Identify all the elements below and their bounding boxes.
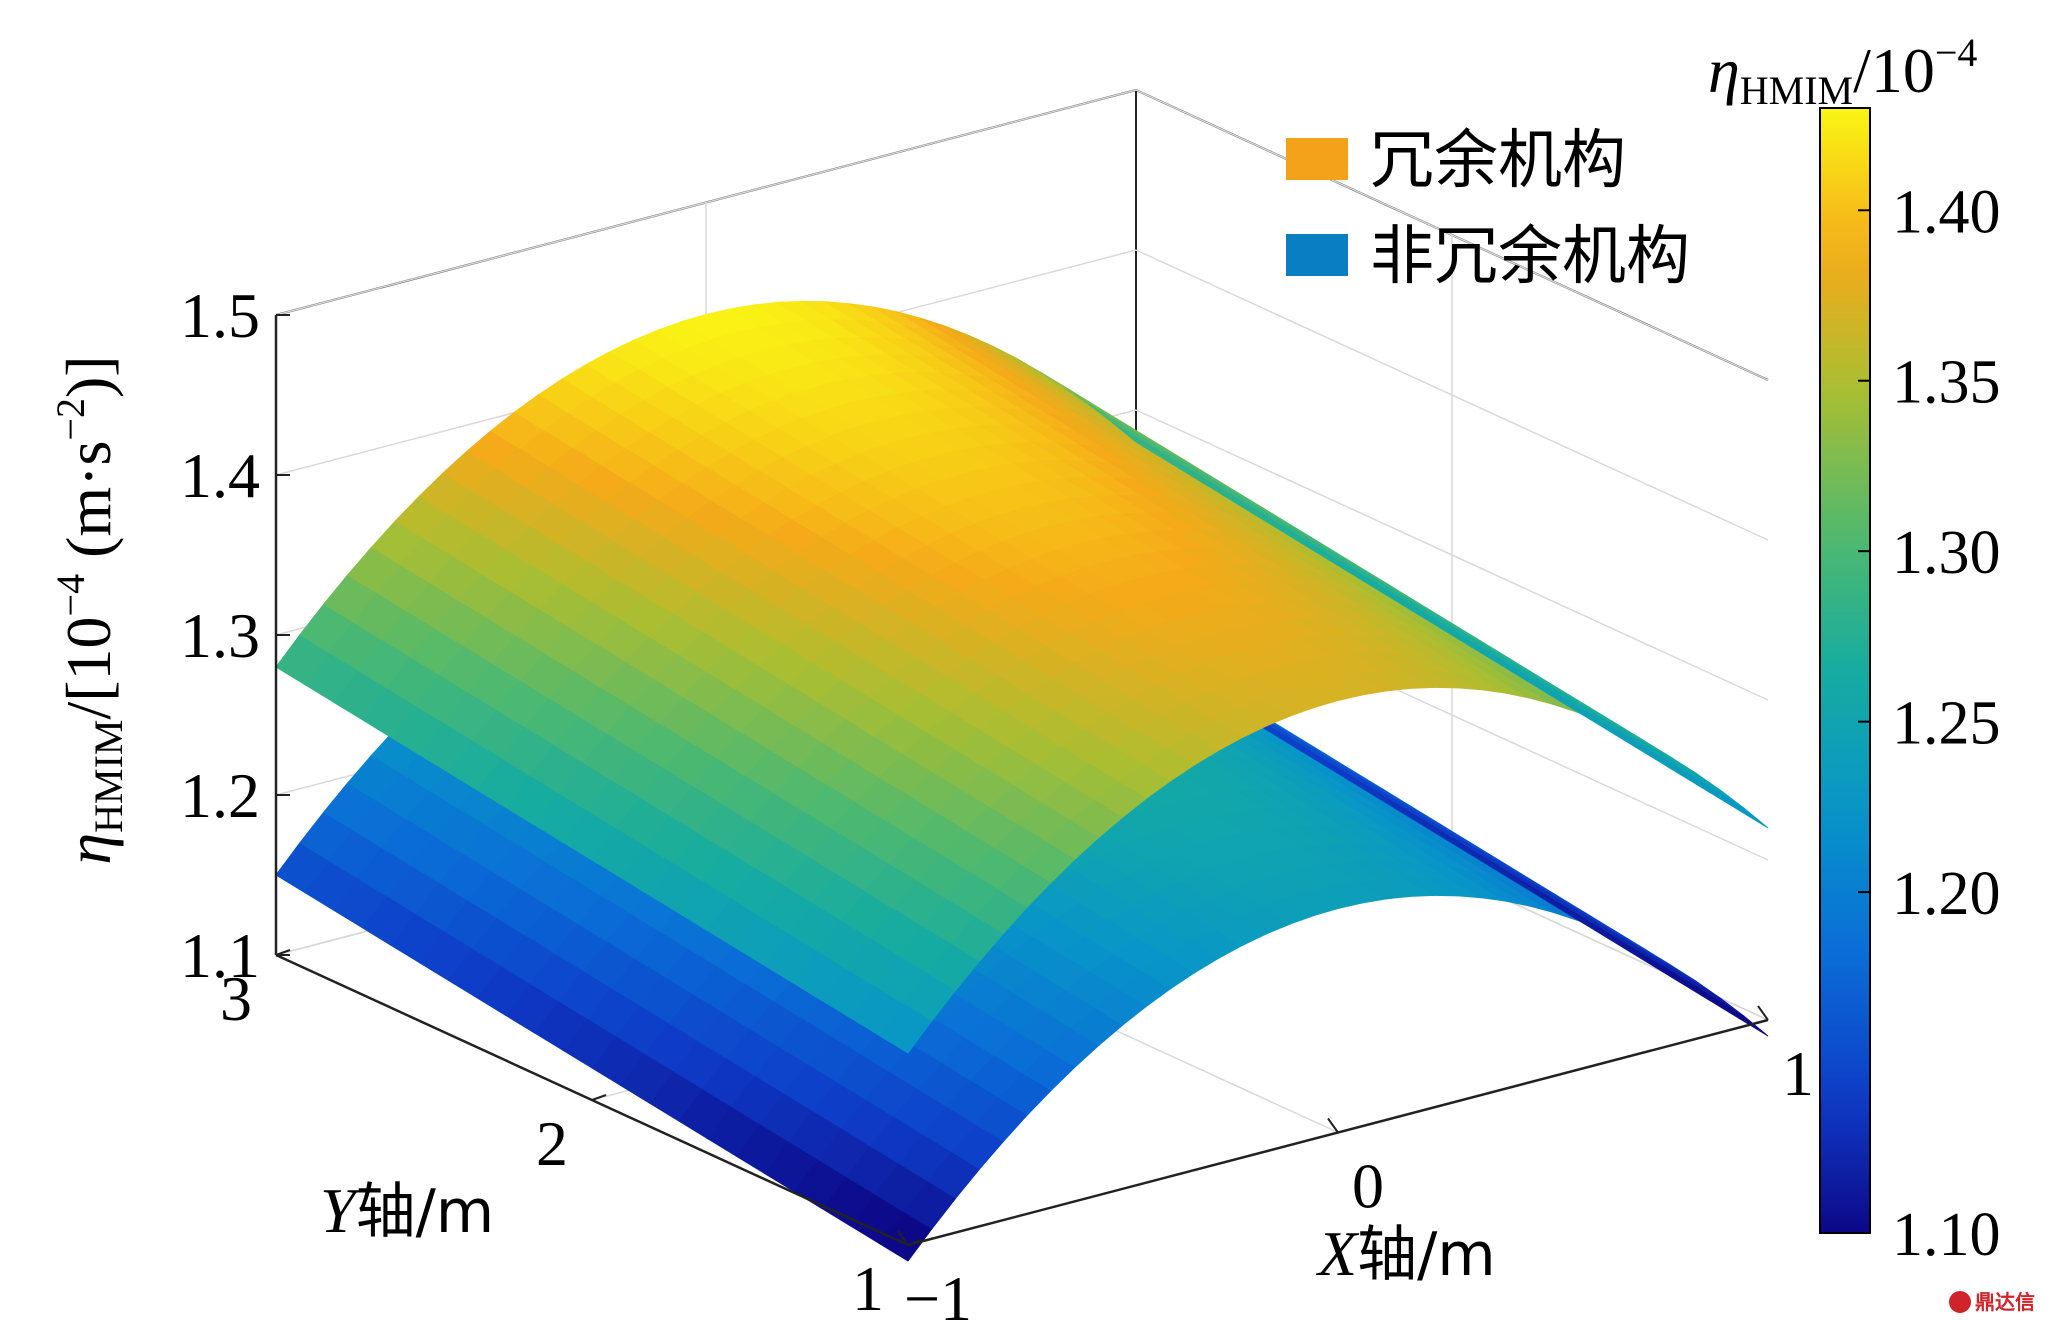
y-tick-mark	[907, 1239, 923, 1246]
colorbar-tick-label: 1.35	[1892, 349, 2001, 417]
z-tick-label: 1.1	[180, 920, 260, 991]
y-tick-mark	[275, 949, 291, 956]
y-axis-label: Y轴/m	[320, 1175, 494, 1247]
x-tick-mark	[1327, 1117, 1339, 1134]
z-tick-label: 1.2	[180, 760, 260, 831]
axis-ticks: 1.1 1.2 1.3 1.4 1.5 −1 0 1 1 2 3	[180, 280, 1814, 1322]
legend-label-nonredundant: 非冗余机构	[1370, 220, 1690, 294]
y-tick-mark	[591, 1094, 607, 1101]
surface-patch	[1715, 790, 1769, 829]
legend-swatch-redundant	[1286, 138, 1348, 180]
surface-patch	[1571, 702, 1625, 741]
colorbar: ηHMIM/10−4 1.10 1.20 1.25 1.30 1.35 1.40	[1708, 30, 2001, 1269]
colorbar-title: ηHMIM/10−4	[1708, 30, 1977, 113]
z-tick-label: 1.5	[180, 280, 260, 351]
surface-patch	[1657, 963, 1711, 1002]
legend-label-redundant: 冗余机构	[1370, 124, 1626, 198]
surface-patch	[1657, 755, 1711, 794]
colorbar-tick-label: 1.25	[1892, 690, 2001, 758]
colorbar-tick-label: 1.40	[1892, 178, 2001, 246]
surfaces	[275, 300, 1769, 1262]
z-axis-label: ηHMIM/[10−4 (m·s−2)]	[48, 355, 131, 864]
surface-patch	[1600, 720, 1654, 759]
surface-patch	[1686, 772, 1740, 811]
colorbar-tick-label: 1.30	[1892, 519, 2001, 587]
x-tick-mark	[897, 1230, 909, 1246]
x-tick-mark	[1757, 1005, 1769, 1021]
y-tick-label: 1	[852, 1253, 884, 1322]
watermark: 鼎达信	[1949, 1290, 2035, 1314]
z-tick-label: 1.4	[180, 440, 260, 511]
y-tick-label: 2	[536, 1108, 568, 1179]
colorbar-ticks: 1.10 1.20 1.25 1.30 1.35 1.40	[1858, 178, 2001, 1269]
colorbar-tick-label: 1.20	[1892, 860, 2001, 928]
logo-icon	[1949, 1291, 1971, 1313]
x-axis-label: X轴/m	[1315, 1218, 1496, 1290]
colorbar-tick-label: 1.10	[1892, 1201, 2001, 1269]
z-label-eta: η	[53, 833, 124, 865]
x-tick-label: 1	[1782, 1038, 1814, 1109]
svg-text:ηHMIM/[10−4 (m·s−2)]: ηHMIM/[10−4 (m·s−2)]	[48, 355, 131, 864]
surface-patch	[1111, 421, 1166, 460]
surface-patch	[1628, 737, 1683, 776]
colorbar-gradient	[1819, 107, 1871, 1234]
surface-patch	[1686, 980, 1740, 1019]
x-tick-label: 0	[1352, 1151, 1384, 1222]
z-tick-label: 1.3	[180, 600, 260, 671]
surface-redundant	[275, 300, 1769, 1054]
watermark-text: 鼎达信	[1975, 1290, 2035, 1314]
x-tick-label: −1	[904, 1263, 972, 1322]
y-tick-label: 3	[220, 963, 252, 1034]
legend-swatch-nonredundant	[1286, 234, 1348, 276]
legend: 冗余机构 非冗余机构	[1286, 124, 1690, 294]
surface-patch	[1628, 945, 1683, 984]
